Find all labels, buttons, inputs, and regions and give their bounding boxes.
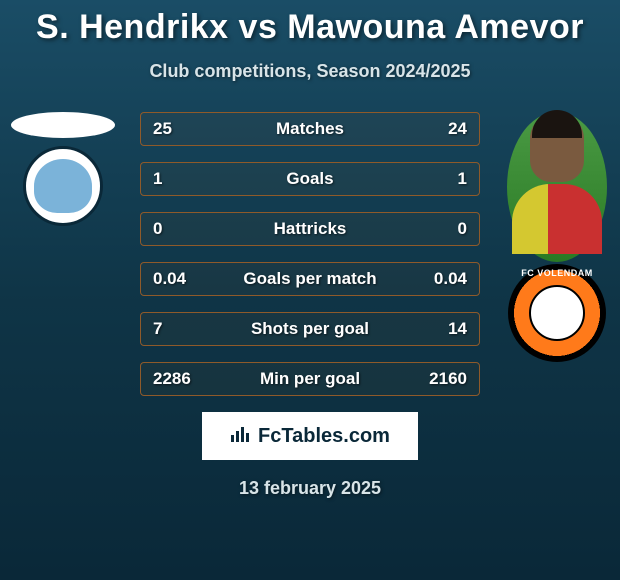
stat-left-value: 2286	[153, 369, 203, 389]
stat-right-value: 0.04	[417, 269, 467, 289]
stat-label: Shots per goal	[203, 319, 417, 339]
stat-left-value: 7	[153, 319, 203, 339]
source-logo-text: FcTables.com	[258, 425, 390, 448]
page-title: S. Hendrikx vs Mawouna Amevor	[0, 8, 620, 47]
team-logo-right: FC VOLENDAM	[507, 266, 607, 351]
stat-label: Matches	[203, 119, 417, 139]
stat-row: 25 Matches 24	[140, 112, 480, 146]
stat-label: Goals per match	[203, 269, 417, 289]
stat-row: 0.04 Goals per match 0.04	[140, 262, 480, 296]
page-subtitle: Club competitions, Season 2024/2025	[0, 61, 620, 82]
stat-row: 0 Hattricks 0	[140, 212, 480, 246]
left-player-column	[8, 112, 118, 231]
stat-left-value: 25	[153, 119, 203, 139]
stat-row: 7 Shots per goal 14	[140, 312, 480, 346]
stat-left-value: 0.04	[153, 269, 203, 289]
stats-table: 25 Matches 24 1 Goals 1 0 Hattricks 0 0.…	[140, 112, 480, 396]
source-logo: FcTables.com	[202, 412, 418, 460]
right-player-column: FC VOLENDAM	[502, 112, 612, 351]
stat-right-value: 1	[417, 169, 467, 189]
stat-right-value: 14	[417, 319, 467, 339]
stat-left-value: 0	[153, 219, 203, 239]
stat-row: 2286 Min per goal 2160	[140, 362, 480, 396]
stat-right-value: 2160	[417, 369, 467, 389]
stat-right-value: 24	[417, 119, 467, 139]
stat-right-value: 0	[417, 219, 467, 239]
comparison-content: FC VOLENDAM 25 Matches 24 1 Goals 1 0 Ha…	[0, 112, 620, 412]
player-photo-right	[507, 112, 607, 262]
stat-label: Hattricks	[203, 219, 417, 239]
header: S. Hendrikx vs Mawouna Amevor Club compe…	[0, 0, 620, 82]
stat-left-value: 1	[153, 169, 203, 189]
report-date: 13 february 2025	[0, 478, 620, 499]
stat-label: Goals	[203, 169, 417, 189]
chart-icon	[230, 425, 252, 448]
player-photo-left	[11, 112, 115, 138]
team-logo-left	[13, 146, 113, 231]
stat-label: Min per goal	[203, 369, 417, 389]
stat-row: 1 Goals 1	[140, 162, 480, 196]
